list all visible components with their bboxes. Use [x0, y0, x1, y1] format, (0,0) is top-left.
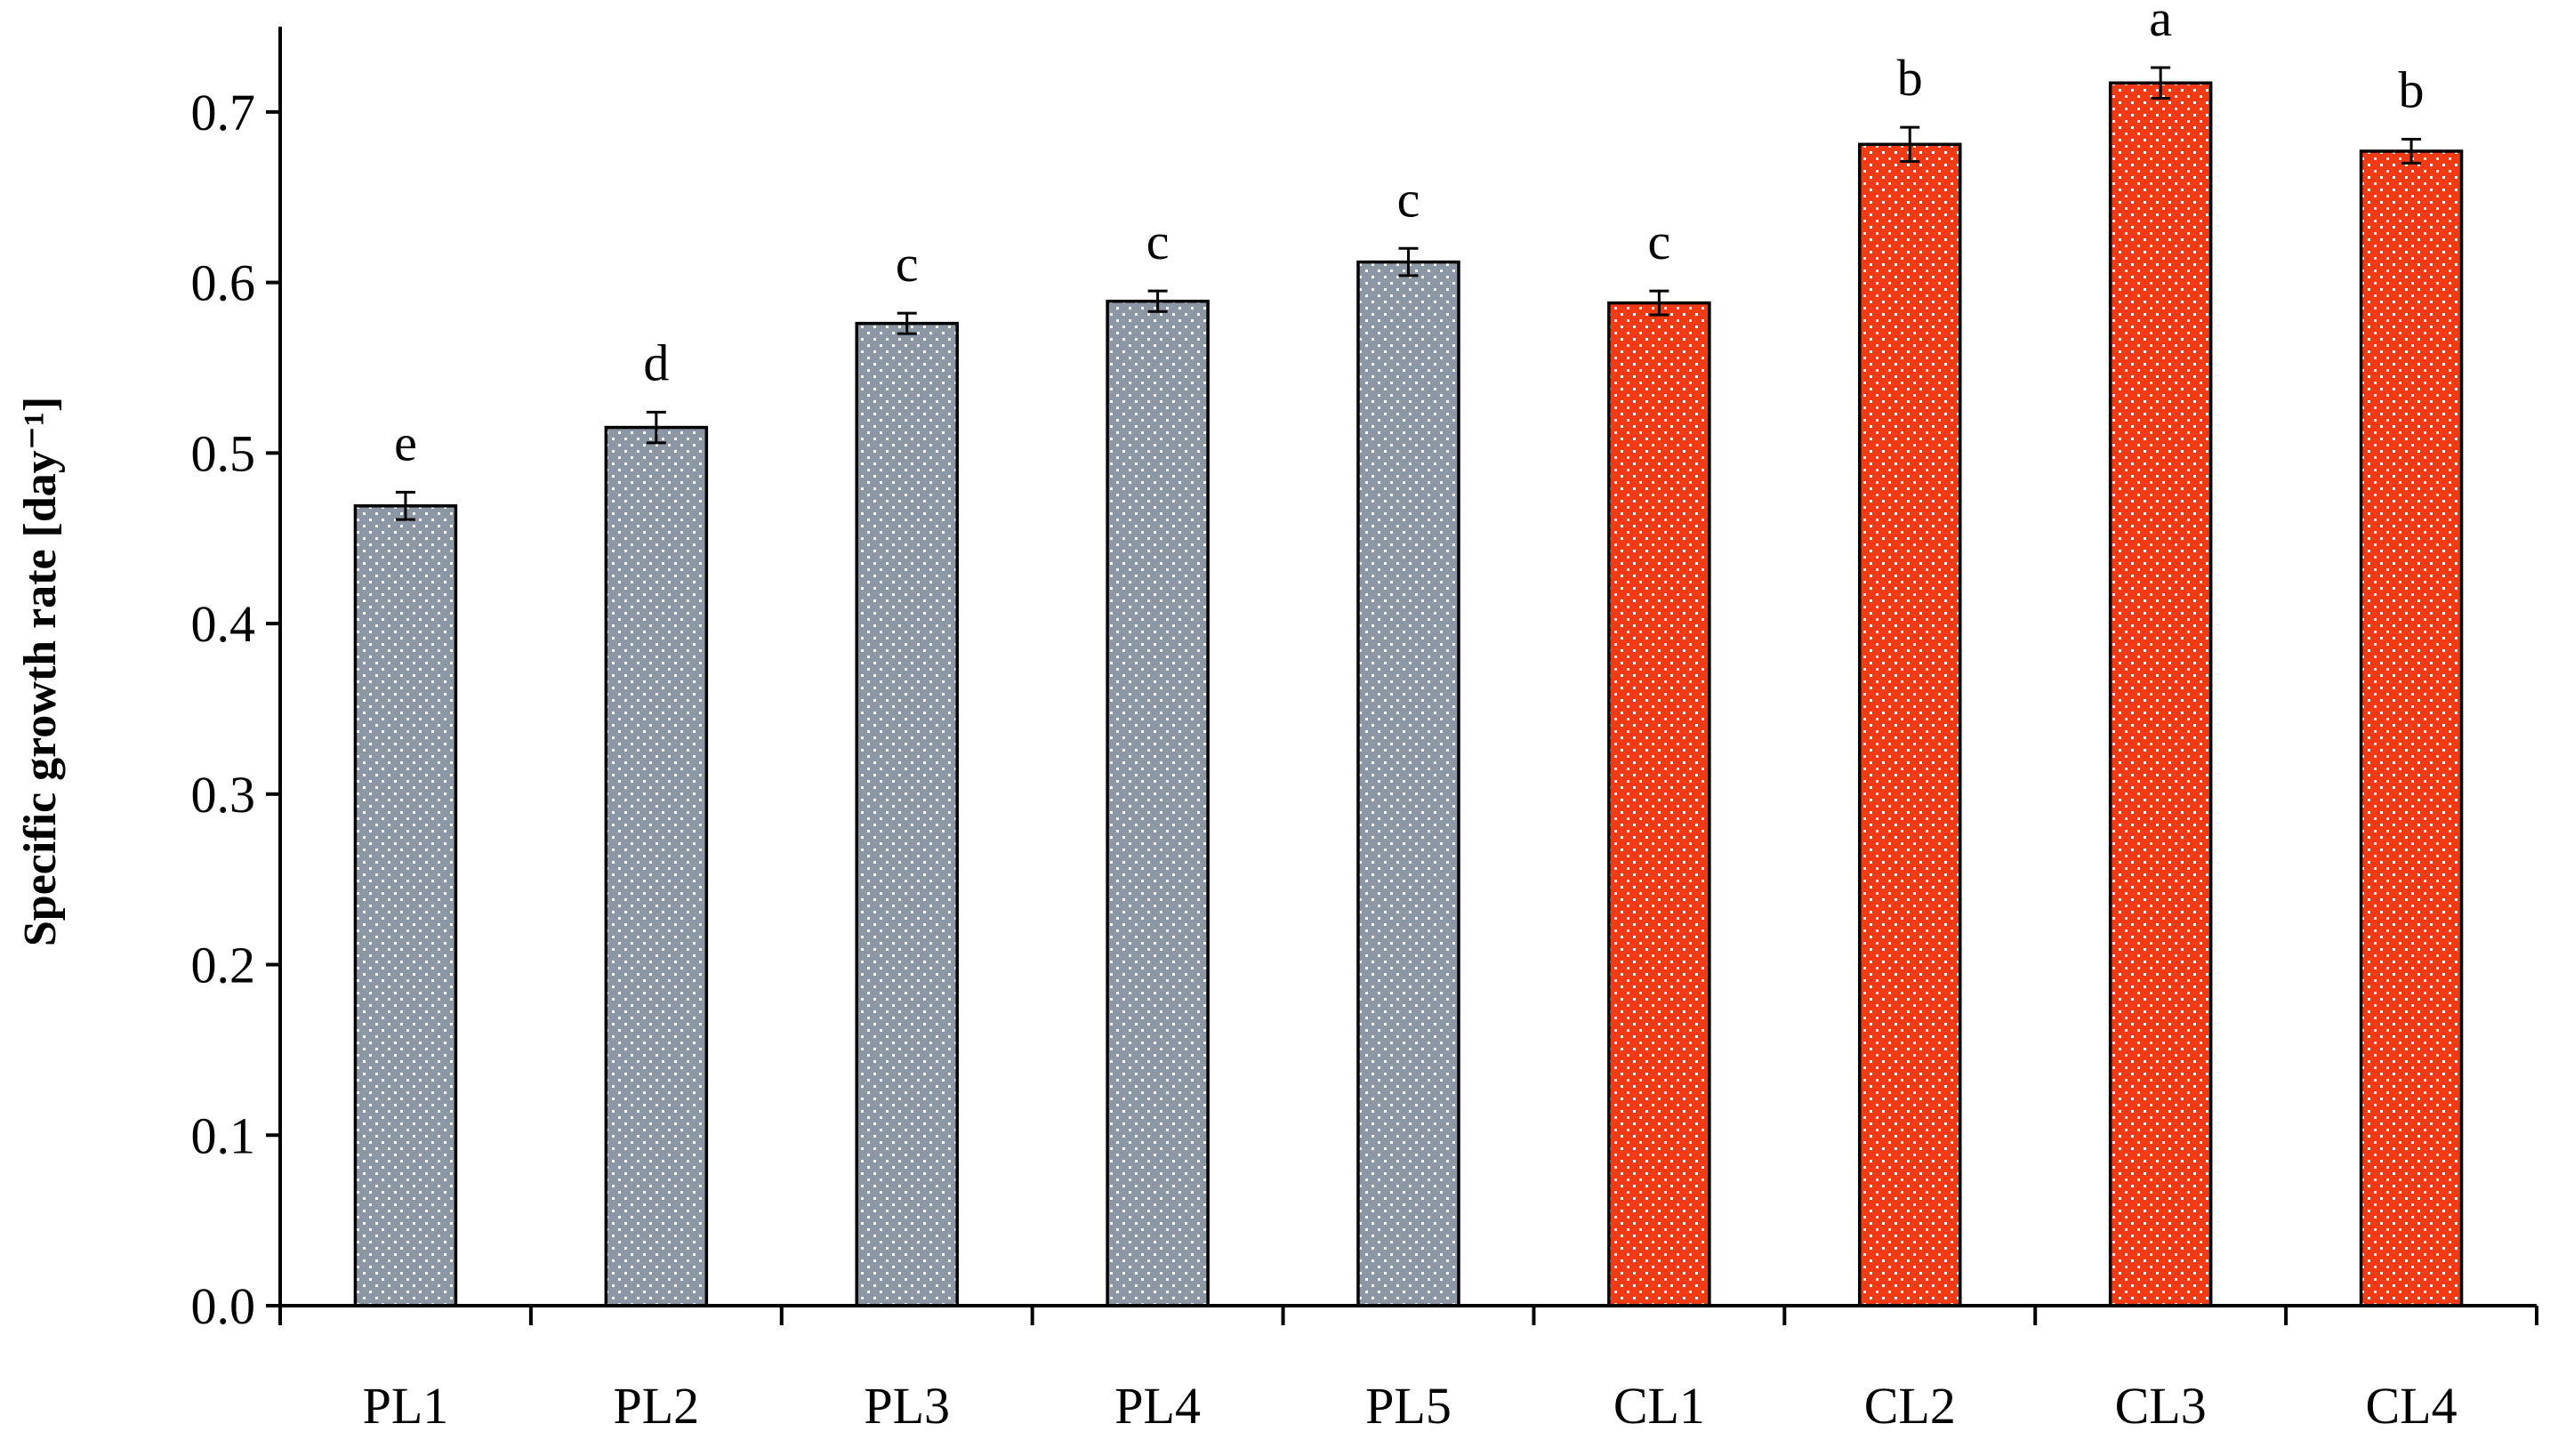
significance-letter: a — [2149, 0, 2172, 47]
x-tick-label: PL5 — [1365, 1377, 1452, 1435]
y-tick-label: 0.7 — [191, 84, 256, 141]
y-tick-label: 0.4 — [191, 595, 256, 653]
bar-cl2 — [1858, 142, 1962, 1307]
bar-pl4 — [1106, 299, 1210, 1307]
significance-letter: e — [394, 414, 417, 471]
y-tick-label: 0.3 — [191, 766, 256, 824]
x-tick-label: CL1 — [1613, 1377, 1705, 1435]
error-bars-group — [395, 66, 2422, 521]
bars-group — [353, 81, 2464, 1307]
x-tick-label: CL2 — [1864, 1377, 1956, 1435]
y-ticks-group: 0.0 0.1 0.2 0.3 0.4 0.5 0.6 0.7 — [191, 84, 280, 1335]
significance-letter: c — [896, 235, 919, 293]
x-tick-label: CL4 — [2365, 1377, 2457, 1435]
x-tick-label: CL3 — [2115, 1377, 2207, 1435]
y-tick-label: 0.0 — [191, 1277, 256, 1335]
x-tick-label: PL1 — [363, 1377, 449, 1435]
x-ticks-group: PL1 PL2 PL3 PL4 PL5 CL1 CL2 CL3 CL4 — [278, 1306, 2538, 1435]
bar-pl3 — [855, 321, 959, 1307]
significance-letter: c — [1648, 213, 1671, 270]
x-tick-label: PL3 — [864, 1377, 950, 1435]
bar-cl4 — [2359, 149, 2464, 1307]
bar-cl3 — [2108, 81, 2213, 1307]
x-tick-label: PL4 — [1114, 1377, 1201, 1435]
significance-letter: d — [643, 334, 669, 391]
y-tick-label: 0.1 — [191, 1106, 256, 1164]
significance-letter: c — [1146, 213, 1170, 270]
bar-pl1 — [353, 504, 458, 1307]
y-tick-label: 0.6 — [191, 254, 256, 312]
significance-letter: b — [2399, 61, 2425, 119]
bar-cl1 — [1607, 301, 1711, 1307]
significance-letter: c — [1397, 170, 1420, 228]
x-tick-label: PL2 — [613, 1377, 699, 1435]
significance-letter: b — [1897, 49, 1923, 107]
y-tick-label: 0.5 — [191, 424, 256, 482]
bar-pl2 — [604, 425, 709, 1307]
significance-letters-group: e d c c c c b a b — [394, 0, 2424, 471]
y-tick-label: 0.2 — [191, 937, 256, 994]
y-axis-label: Specific growth rate [day⁻¹] — [15, 397, 66, 946]
bar-pl5 — [1356, 260, 1460, 1307]
